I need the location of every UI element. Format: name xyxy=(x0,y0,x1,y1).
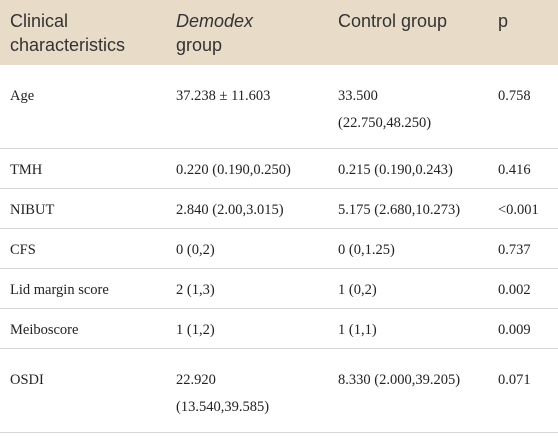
table-cell: 0.758 xyxy=(488,65,558,149)
cell-text: 0.009 xyxy=(498,322,531,338)
cell-line: 22.920 xyxy=(176,372,216,388)
table-cell: Age xyxy=(0,65,166,149)
table-row: Lid margin score 2 (1,3) 1 (0,2) 0.002 xyxy=(0,268,558,309)
cell-text: OSDI xyxy=(10,372,44,388)
cell-line: (13.540,39.585) xyxy=(176,399,270,415)
table-cell: 37.238 ± 11.603 xyxy=(166,65,328,149)
table-row: Meiboscore 1 (1,2) 1 (1,1) 0.009 xyxy=(0,308,558,349)
header-cell: Clinical characteristics xyxy=(0,0,166,65)
cell-text: 0.002 xyxy=(498,282,531,298)
table-cell: 2.840 (2.00,3.015) xyxy=(166,188,328,229)
table-cell: 0.215 (0.190,0.243) xyxy=(328,148,488,189)
table-cell: OSDI xyxy=(0,348,166,433)
table-cell: 0.009 xyxy=(488,308,558,349)
header-cell: Control group xyxy=(328,0,488,65)
cell-text: 0 (0,2) xyxy=(176,242,215,258)
header-row: Clinical characteristics Demodex group Cont… xyxy=(0,0,558,65)
cell-text: 0.737 xyxy=(498,242,531,258)
header-cell: p xyxy=(488,0,558,65)
cell-text: Lid margin score xyxy=(10,282,109,298)
cell-line: 33.500 xyxy=(338,88,378,104)
cell-text: 0.758 xyxy=(498,88,531,104)
table-cell: 33.500 (22.750,48.250) xyxy=(328,65,488,149)
table-cell: 2 (1,3) xyxy=(166,268,328,309)
header-cell: Demodex group xyxy=(166,0,328,65)
cell-text: <0.001 xyxy=(498,202,539,218)
table-cell: 0 (0,1.25) xyxy=(328,228,488,269)
cell-text: 2 (1,3) xyxy=(176,282,215,298)
header-text: group xyxy=(176,35,223,55)
table-cell: 1 (1,1) xyxy=(328,308,488,349)
table-cell: 0 (0,2) xyxy=(166,228,328,269)
table-cell: <0.001 xyxy=(488,188,558,229)
header-text: Control group xyxy=(338,11,448,31)
table-cell: 1 (0,2) xyxy=(328,268,488,309)
cell-text: 0 (0,1.25) xyxy=(338,242,395,258)
cell-text: 0.215 (0.190,0.243) xyxy=(338,162,453,178)
table-cell: TMH xyxy=(0,148,166,189)
cell-text: 1 (0,2) xyxy=(338,282,377,298)
cell-text: NIBUT xyxy=(10,202,55,218)
header-text: Clinical characteristics xyxy=(10,11,126,55)
table-row: Age 37.238 ± 11.603 33.500 (22.750,48.250) 0… xyxy=(0,65,558,149)
cell-text: 0.416 xyxy=(498,162,531,178)
table-cell: NIBUT xyxy=(0,188,166,229)
cell-text: 0.220 (0.190,0.250) xyxy=(176,162,291,178)
cell-line: (22.750,48.250) xyxy=(338,115,432,131)
table-cell: 0.002 xyxy=(488,268,558,309)
table-cell: 0.737 xyxy=(488,228,558,269)
table-cell: Meiboscore xyxy=(0,308,166,349)
table-row: CFS 0 (0,2) 0 (0,1.25) 0.737 xyxy=(0,228,558,269)
cell-text: 8.330 (2.000,39.205) xyxy=(338,372,461,388)
table-cell: 8.330 (2.000,39.205) xyxy=(328,348,488,433)
cell-text: 1 (1,1) xyxy=(338,322,377,338)
cell-text: 0.071 xyxy=(498,372,531,388)
table-cell: 22.920 (13.540,39.585) xyxy=(166,348,328,433)
table-cell: CFS xyxy=(0,228,166,269)
table-cell: 0.416 xyxy=(488,148,558,189)
cell-text: Age xyxy=(10,88,35,104)
table-cell: 1 (1,2) xyxy=(166,308,328,349)
table-cell: 0.220 (0.190,0.250) xyxy=(166,148,328,189)
header-text: Demodex xyxy=(176,11,254,31)
cell-text: 2.840 (2.00,3.015) xyxy=(176,202,284,218)
table-row: NIBUT 2.840 (2.00,3.015) 5.175 (2.680,10.2… xyxy=(0,188,558,229)
cell-text: CFS xyxy=(10,242,36,258)
cell-text: TMH xyxy=(10,162,43,178)
table-cell: Lid margin score xyxy=(0,268,166,309)
cell-text: 5.175 (2.680,10.273) xyxy=(338,202,461,218)
cell-text: Meiboscore xyxy=(10,322,79,338)
header-text: p xyxy=(498,11,509,31)
table-cell: 0.071 xyxy=(488,348,558,433)
table-body: Age 37.238 ± 11.603 33.500 (22.750,48.250) 0… xyxy=(0,65,558,433)
table-cell: 5.175 (2.680,10.273) xyxy=(328,188,488,229)
cell-text: 1 (1,2) xyxy=(176,322,215,338)
cell-text: 37.238 ± 11.603 xyxy=(176,88,271,104)
table-row: OSDI 22.920 (13.540,39.585) 8.330 (2.000,39… xyxy=(0,348,558,433)
table-row: TMH 0.220 (0.190,0.250) 0.215 (0.190,0.243… xyxy=(0,148,558,189)
